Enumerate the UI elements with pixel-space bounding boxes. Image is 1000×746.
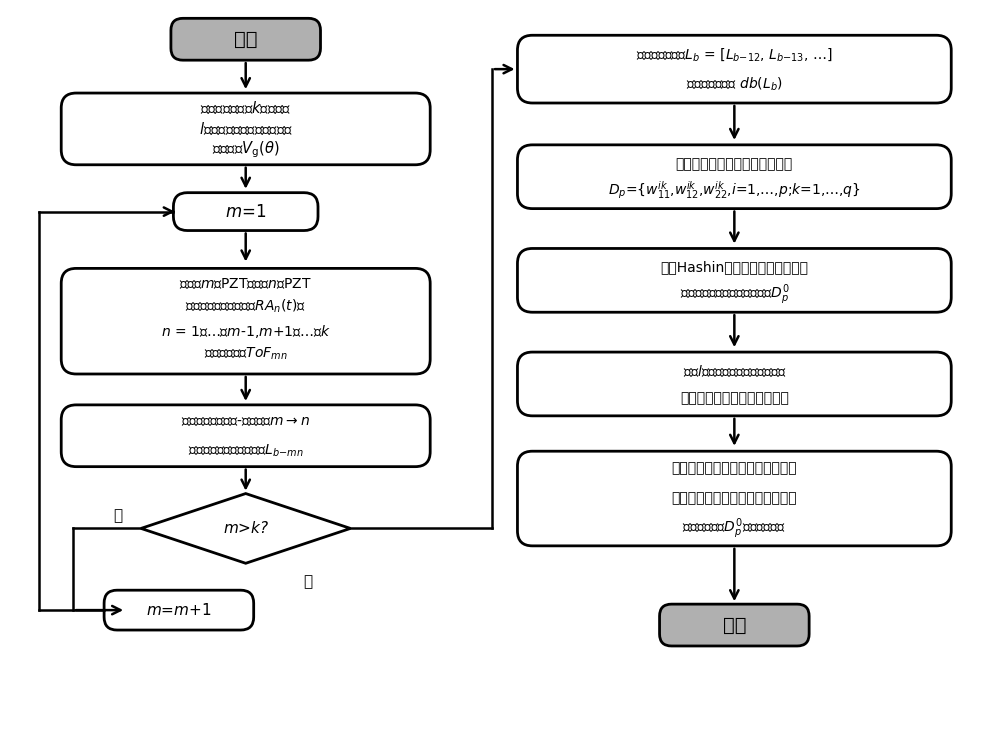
Text: 计算出对应于激励-传感通道$m\rightarrow n$: 计算出对应于激励-传感通道$m\rightarrow n$ bbox=[181, 414, 310, 427]
Text: 结束: 结束 bbox=[723, 615, 746, 635]
Text: 求解优化模型中目标函数关于损伤: 求解优化模型中目标函数关于损伤 bbox=[672, 462, 797, 476]
Text: 根据Hashin失效准则和载荷历程，: 根据Hashin失效准则和载荷历程， bbox=[660, 260, 808, 275]
Text: 筛选出可疑单元，定义参数集合: 筛选出可疑单元，定义参数集合 bbox=[676, 157, 793, 171]
FancyBboxPatch shape bbox=[171, 19, 321, 60]
Text: $m$>$k$?: $m$>$k$? bbox=[223, 521, 269, 536]
Text: 接收到的损伤散射信号$RA_n(t)$，: 接收到的损伤散射信号$RA_n(t)$， bbox=[185, 298, 306, 315]
FancyBboxPatch shape bbox=[517, 248, 951, 313]
Text: 法，基于初值$D_p^0$求解损伤程度: 法，基于初值$D_p^0$求解损伤程度 bbox=[682, 516, 786, 541]
Text: 的损伤边界点所在的轨迹$L_{b\mathrm{-}mn}$: 的损伤边界点所在的轨迹$L_{b\mathrm{-}mn}$ bbox=[188, 442, 304, 459]
FancyBboxPatch shape bbox=[61, 269, 430, 374]
Text: 参数的导数，利用序列二次规划方: 参数的导数，利用序列二次规划方 bbox=[672, 492, 797, 506]
Text: 计算飞行时间$ToF_{mn}$: 计算飞行时间$ToF_{mn}$ bbox=[204, 346, 288, 363]
Text: $n$ = 1，…，$m$-1,$m$+1，…，$k$: $n$ = 1，…，$m$-1,$m$+1，…，$k$ bbox=[161, 323, 331, 339]
Text: 在结构表面布置$k$个压电和: 在结构表面布置$k$个压电和 bbox=[200, 100, 291, 116]
Text: 开始: 开始 bbox=[234, 30, 257, 48]
Text: 损伤参数量化辨识的优化模型: 损伤参数量化辨识的优化模型 bbox=[680, 391, 789, 405]
Text: 基于$l$个应变测点和仿真模型建立: 基于$l$个应变测点和仿真模型建立 bbox=[683, 363, 786, 379]
Text: $l$个应变传感器，采集兰姆波: $l$个应变传感器，采集兰姆波 bbox=[199, 121, 293, 137]
Text: 计算其外切曲线 $db$($L_b$): 计算其外切曲线 $db$($L_b$) bbox=[686, 75, 783, 93]
Text: 激励第$m$个PZT，记第$n$个PZT: 激励第$m$个PZT，记第$n$个PZT bbox=[179, 276, 312, 291]
Text: $D_p$={$w_{11}^{ik}$,$w_{12}^{ik}$,$w_{22}^{ik}$,$i$=1,…,$p$;$k$=1,…,$q$}: $D_p$={$w_{11}^{ik}$,$w_{12}^{ik}$,$w_{2… bbox=[608, 180, 861, 201]
Text: 传播速度$V_{\mathrm{g}}(\theta)$: 传播速度$V_{\mathrm{g}}(\theta)$ bbox=[212, 140, 279, 160]
FancyBboxPatch shape bbox=[660, 604, 809, 646]
FancyBboxPatch shape bbox=[173, 192, 318, 231]
FancyBboxPatch shape bbox=[517, 35, 951, 103]
FancyBboxPatch shape bbox=[104, 590, 254, 630]
FancyBboxPatch shape bbox=[61, 93, 430, 165]
Text: $m$=$m$+1: $m$=$m$+1 bbox=[146, 602, 212, 618]
Text: 是: 是 bbox=[303, 574, 312, 589]
FancyBboxPatch shape bbox=[61, 405, 430, 467]
FancyBboxPatch shape bbox=[517, 352, 951, 416]
Text: $m$=1: $m$=1 bbox=[225, 203, 266, 221]
Polygon shape bbox=[141, 494, 350, 563]
Text: 否: 否 bbox=[114, 508, 123, 523]
Text: 根据轨迹线集合$L_b$ = [$L_{b\mathrm{-}12}$, $L_{b\mathrm{-}13}$, …]: 根据轨迹线集合$L_b$ = [$L_{b\mathrm{-}12}$, $L_… bbox=[636, 46, 833, 63]
Text: 预估当前损伤状态，记为初值$D_p^0$: 预估当前损伤状态，记为初值$D_p^0$ bbox=[680, 282, 789, 307]
FancyBboxPatch shape bbox=[517, 451, 951, 546]
FancyBboxPatch shape bbox=[517, 145, 951, 209]
